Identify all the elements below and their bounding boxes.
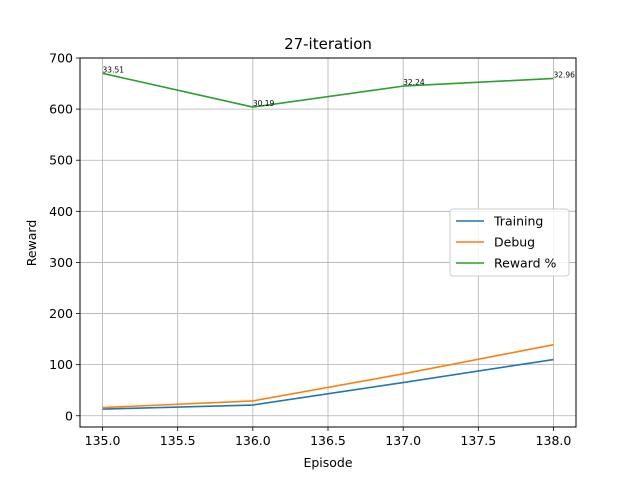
legend-label-2: Reward % — [494, 256, 557, 271]
y-tick-label: 100 — [49, 357, 73, 372]
series-line-0 — [102, 358, 554, 410]
data-label: 32.24 — [403, 78, 425, 87]
y-tick-label: 400 — [49, 204, 73, 219]
y-tick-label: 500 — [49, 153, 73, 168]
y-tick-label: 300 — [49, 255, 73, 270]
legend-label-0: Training — [493, 214, 543, 229]
y-axis-title: Reward — [24, 220, 39, 267]
x-axis-title: Episode — [303, 455, 352, 470]
chart-title: 27-iteration — [284, 35, 372, 53]
legend-label-1: Debug — [494, 235, 535, 250]
y-tick-label: 200 — [49, 306, 73, 321]
data-label: 30.19 — [253, 99, 275, 108]
data-label: 33.51 — [103, 65, 125, 74]
y-tick-label: 700 — [49, 51, 73, 66]
x-tick-label: 135.5 — [160, 433, 196, 448]
x-tick-label: 138.0 — [536, 433, 572, 448]
data-label: 32.96 — [553, 70, 575, 79]
x-tick-label: 137.0 — [385, 433, 421, 448]
series-line-2 — [102, 72, 554, 108]
x-tick-label: 135.0 — [85, 433, 121, 448]
y-tick-label: 600 — [49, 102, 73, 117]
series-line-1 — [102, 343, 554, 409]
data-labels: 33.51 30.19 32.24 32.96 — [103, 65, 576, 108]
y-tick-label: 0 — [65, 408, 73, 423]
legend-box — [449, 208, 570, 277]
x-tick-label: 136.0 — [235, 433, 271, 448]
x-tick-label: 136.5 — [310, 433, 346, 448]
legend: Training Debug Reward % — [449, 208, 570, 277]
x-tick-label: 137.5 — [460, 433, 496, 448]
ticks: 135.0 135.5 136.0 136.5 137.0 137.5 138.0 0 100 2… — [49, 51, 571, 449]
series-lines — [102, 72, 554, 410]
